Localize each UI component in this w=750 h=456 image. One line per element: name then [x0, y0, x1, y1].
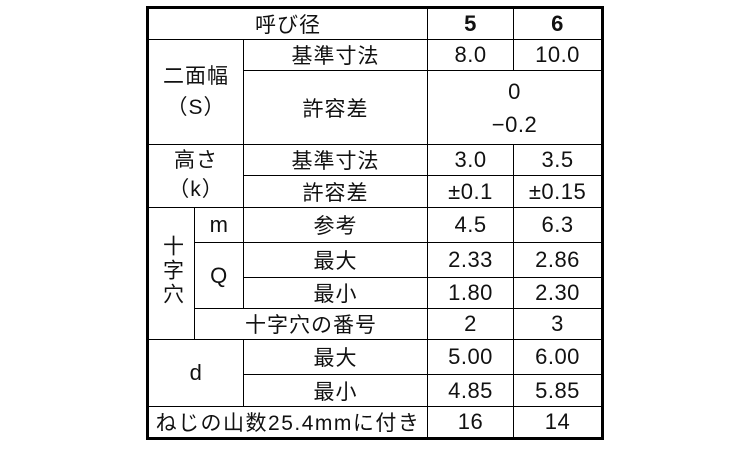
cross-recess-q-min-label: 最小 — [242, 277, 429, 309]
cross-recess-q-max-size6: 2.86 — [513, 242, 604, 278]
cross-recess-q-max-label: 最大 — [242, 242, 429, 278]
cross-recess-m-size5: 4.5 — [427, 207, 515, 243]
waf-tolerance-value: 0 −0.2 — [427, 70, 604, 145]
waf-basic-dimension-size5: 8.0 — [427, 39, 515, 71]
cross-recess-group-label: 十字穴 — [160, 235, 184, 307]
cross-recess-q-label: Q — [193, 242, 244, 309]
cross-recess-q-min-size5: 1.80 — [427, 277, 515, 309]
threads-per-inch-label: ねじの山数25.4mmに付き — [146, 406, 429, 439]
width-across-flats-label: 二面幅 （S） — [146, 39, 244, 145]
waf-basic-dimension-label: 基準寸法 — [242, 39, 429, 71]
threads-per-inch-size5: 16 — [427, 406, 515, 439]
cross-recess-q-min-size6: 2.30 — [513, 277, 604, 309]
height-basic-dimension-size5: 3.0 — [427, 144, 515, 176]
cross-recess-m-size6: 6.3 — [513, 207, 604, 243]
height-tolerance-label: 許容差 — [242, 175, 429, 208]
head-height-label: 高さ （k） — [146, 144, 244, 208]
waf-basic-dimension-size6: 10.0 — [513, 39, 604, 71]
thread-diameter-max-label: 最大 — [242, 339, 429, 375]
cross-recess-m-kind-label: 参考 — [242, 207, 429, 243]
size-column-5-header: 5 — [427, 7, 515, 40]
cross-recess-number-size5: 2 — [427, 308, 515, 340]
thread-diameter-max-size5: 5.00 — [427, 339, 515, 375]
cross-recess-number-size6: 3 — [513, 308, 604, 340]
thread-diameter-min-size5: 4.85 — [427, 374, 515, 407]
nominal-diameter-label: 呼び径 — [146, 7, 429, 40]
thread-diameter-min-size6: 5.85 — [513, 374, 604, 407]
height-tolerance-size5: ±0.1 — [427, 175, 515, 208]
cross-recess-q-max-size5: 2.33 — [427, 242, 515, 278]
height-tolerance-size6: ±0.15 — [513, 175, 604, 208]
waf-tolerance-label: 許容差 — [242, 70, 429, 145]
cross-recess-number-label: 十字穴の番号 — [193, 308, 429, 340]
height-basic-dimension-size6: 3.5 — [513, 144, 604, 176]
cross-recess-group-label-cell: 十字穴 — [146, 207, 195, 340]
height-basic-dimension-label: 基準寸法 — [242, 144, 429, 176]
thread-diameter-label: d — [146, 339, 244, 407]
size-column-6-header: 6 — [513, 7, 604, 40]
thread-diameter-min-label: 最小 — [242, 374, 429, 407]
threads-per-inch-size6: 14 — [513, 406, 604, 439]
cross-recess-m-label: m — [193, 207, 244, 243]
screw-spec-table: 呼び径 5 6 二面幅 （S） 基準寸法 8.0 10.0 許容差 0 −0.2… — [145, 6, 605, 440]
thread-diameter-max-size6: 6.00 — [513, 339, 604, 375]
